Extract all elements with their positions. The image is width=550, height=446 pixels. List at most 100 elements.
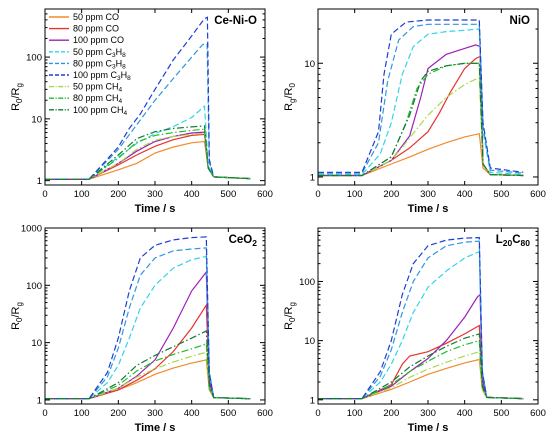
x-tick-label: 200 <box>383 189 399 200</box>
x-tick-label: 200 <box>110 189 126 200</box>
x-tick-label: 400 <box>184 189 200 200</box>
y-axis-label: R0/Rg <box>10 302 24 330</box>
legend-label: 50 ppm C3H8 <box>73 47 126 59</box>
series-line-m50 <box>45 132 251 180</box>
legend-item-c50: 50 ppm C3H8 <box>49 47 126 59</box>
x-tick-label: 600 <box>257 189 273 200</box>
legend-item-co50: 50 ppm CO <box>49 12 119 22</box>
x-tick-label: 400 <box>184 408 200 419</box>
series-line-c80 <box>318 240 524 400</box>
legend-label: 50 ppm CH4 <box>73 82 123 94</box>
plot-frame <box>317 227 539 405</box>
series-line-c50 <box>318 28 524 176</box>
y-tick-label: 1 <box>37 395 42 406</box>
x-tick-label: 0 <box>42 408 47 419</box>
y-tick-label: 100 <box>299 277 315 288</box>
series-group <box>45 16 251 180</box>
y-tick-label: 10 <box>304 336 315 347</box>
x-tick-label: 100 <box>347 189 363 200</box>
y-tick-label: 10 <box>31 338 42 349</box>
x-tick-label: 500 <box>493 408 509 419</box>
panel-title: L20C80 <box>496 234 531 248</box>
plot-frame <box>317 8 539 186</box>
x-tick-label: 100 <box>74 189 90 200</box>
y-tick-label: 10 <box>304 59 315 70</box>
y-tick-label: 1 <box>310 172 315 183</box>
series-line-c50 <box>318 250 524 400</box>
series-line-m80 <box>45 128 251 180</box>
y-axis-label: R0/Rg <box>10 83 24 111</box>
x-tick-label: 200 <box>110 408 126 419</box>
y-tick-label: 10 <box>31 114 42 125</box>
series-line-co80 <box>45 303 251 400</box>
series-line-m80 <box>318 339 524 400</box>
series-line-co80 <box>318 324 524 400</box>
x-tick-label: 0 <box>315 408 320 419</box>
x-tick-label: 100 <box>347 408 363 419</box>
x-tick-label: 400 <box>457 408 473 419</box>
series-line-co100 <box>318 293 524 400</box>
plot-frame <box>44 227 266 405</box>
x-tick-label: 500 <box>220 189 236 200</box>
series-line-m100 <box>318 333 524 400</box>
x-tick-label: 500 <box>220 408 236 419</box>
legend-label: 100 ppm C3H8 <box>73 70 131 82</box>
y-axis-label: Rg/R0 <box>283 83 297 111</box>
x-tick-label: 500 <box>493 189 509 200</box>
legend-item-c100: 100 ppm C3H8 <box>49 70 131 82</box>
panel-p3: 0 100 200 300 400 500 600 1 10 100 1000 Time / s R0/… <box>10 224 273 435</box>
series-group <box>45 236 251 400</box>
series-line-co50 <box>45 140 251 180</box>
legend-item-co100: 100 ppm CO <box>49 35 124 45</box>
series-line-co100 <box>45 270 251 400</box>
x-tick-label: 600 <box>530 408 546 419</box>
y-axis-label: R0/Rg <box>283 302 297 330</box>
panel-title: NiO <box>510 15 531 27</box>
series-line-c100 <box>45 16 251 180</box>
legend-label: 80 ppm C3H8 <box>73 58 126 70</box>
x-axis-label: Time / s <box>408 422 449 434</box>
x-tick-label: 200 <box>383 408 399 419</box>
x-tick-label: 300 <box>420 408 436 419</box>
x-tick-label: 100 <box>74 408 90 419</box>
series-line-co50 <box>318 358 524 400</box>
series-line-co80 <box>318 55 524 177</box>
panel-title: CeO2 <box>229 234 258 248</box>
y-tick-label: 1 <box>37 176 42 187</box>
panel-p2: 0 100 200 300 400 500 600 1 10 Time / s Rg/R0 NiO <box>283 8 546 215</box>
x-tick-label: 400 <box>457 189 473 200</box>
panel-title: Ce-Ni-O <box>214 15 257 27</box>
legend-item-m100: 100 ppm CH4 <box>49 105 128 117</box>
legend-label: 80 ppm CH4 <box>73 93 123 105</box>
series-line-c100 <box>318 19 524 173</box>
series-line-m50 <box>45 351 251 400</box>
x-tick-label: 300 <box>147 408 163 419</box>
series-line-co100 <box>318 44 524 177</box>
x-axis-label: Time / s <box>408 203 449 215</box>
panel-p4: 0 100 200 300 400 500 600 1 10 100 Time / s R0/Rg L2… <box>283 227 546 434</box>
legend-item-co80: 80 ppm CO <box>49 24 119 34</box>
series-line-c80 <box>45 247 251 400</box>
series-line-c100 <box>45 236 251 400</box>
x-axis-label: Time / s <box>135 422 176 434</box>
series-line-c50 <box>45 104 251 180</box>
series-line-co100 <box>45 131 251 180</box>
legend-label: 80 ppm CO <box>73 24 119 34</box>
x-tick-label: 300 <box>147 189 163 200</box>
legend-item-c80: 80 ppm C3H8 <box>49 58 126 70</box>
legend-item-m50: 50 ppm CH4 <box>49 82 123 94</box>
x-tick-label: 0 <box>42 189 47 200</box>
series-line-m100 <box>45 125 251 180</box>
y-tick-label: 100 <box>26 53 42 64</box>
series-group <box>318 19 524 177</box>
legend-label: 100 ppm CO <box>73 35 124 45</box>
x-tick-label: 600 <box>257 408 273 419</box>
series-line-m50 <box>318 76 524 177</box>
series-line-m100 <box>45 329 251 400</box>
y-tick-label: 1000 <box>21 224 42 235</box>
y-tick-label: 1 <box>310 395 315 406</box>
x-tick-label: 600 <box>530 189 546 200</box>
